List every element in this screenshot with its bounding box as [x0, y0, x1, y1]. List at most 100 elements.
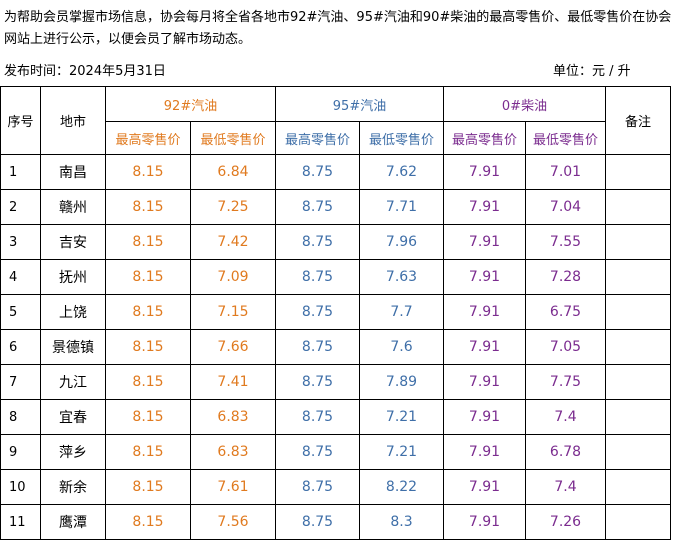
table-row: 2 赣州 8.15 7.25 8.75 7.71 7.91 7.04 — [0, 189, 671, 225]
cell-city: 萍乡 — [40, 434, 106, 470]
cell-gas92-min: 7.25 — [190, 189, 276, 225]
cell-index: 8 — [0, 399, 41, 435]
header-gas92: 92#汽油 — [105, 86, 276, 122]
cell-diesel0-max: 7.91 — [443, 224, 526, 260]
cell-gas92-min: 7.42 — [190, 224, 276, 260]
table-row: 1 南昌 8.15 6.84 8.75 7.62 7.91 7.01 — [0, 154, 671, 190]
cell-remark — [605, 504, 671, 540]
cell-diesel0-max: 7.91 — [443, 469, 526, 505]
cell-gas95-min: 7.6 — [359, 329, 444, 365]
cell-diesel0-max: 7.91 — [443, 504, 526, 540]
cell-remark — [605, 364, 671, 400]
price-table-body: 1 南昌 8.15 6.84 8.75 7.62 7.91 7.01 2 赣州 8.15 7.25 8.… — [0, 154, 671, 540]
cell-remark — [605, 189, 671, 225]
header-gas95-min: 最低零售价 — [359, 121, 444, 155]
cell-gas95-min: 7.63 — [359, 259, 444, 295]
table-row: 5 上饶 8.15 7.15 8.75 7.7 7.91 6.75 — [0, 294, 671, 330]
cell-index: 3 — [0, 224, 41, 260]
cell-city: 鹰潭 — [40, 504, 106, 540]
cell-diesel0-min: 6.78 — [525, 434, 606, 470]
cell-gas95-max: 8.75 — [275, 224, 360, 260]
cell-gas95-max: 8.75 — [275, 154, 360, 190]
cell-gas95-min: 8.22 — [359, 469, 444, 505]
cell-city: 景德镇 — [40, 329, 106, 365]
cell-gas95-min: 7.21 — [359, 434, 444, 470]
cell-index: 7 — [0, 364, 41, 400]
cell-city: 上饶 — [40, 294, 106, 330]
cell-index: 9 — [0, 434, 41, 470]
table-row: 6 景德镇 8.15 7.66 8.75 7.6 7.91 7.05 — [0, 329, 671, 365]
header-gas95-max: 最高零售价 — [275, 121, 360, 155]
cell-gas95-max: 8.75 — [275, 294, 360, 330]
cell-index: 4 — [0, 259, 41, 295]
cell-diesel0-min: 6.75 — [525, 294, 606, 330]
header-diesel0: 0#柴油 — [443, 86, 606, 122]
cell-gas95-max: 8.75 — [275, 259, 360, 295]
cell-remark — [605, 294, 671, 330]
header-index: 序号 — [0, 86, 41, 155]
cell-diesel0-max: 7.91 — [443, 259, 526, 295]
cell-gas95-max: 8.75 — [275, 434, 360, 470]
header-diesel0-min: 最低零售价 — [525, 121, 606, 155]
cell-diesel0-max: 7.91 — [443, 189, 526, 225]
cell-gas95-min: 7.62 — [359, 154, 444, 190]
unit-label: 单位：元 / 升 — [553, 64, 631, 79]
cell-diesel0-max: 7.91 — [443, 364, 526, 400]
cell-gas92-max: 8.15 — [105, 399, 191, 435]
cell-gas92-max: 8.15 — [105, 294, 191, 330]
cell-gas92-min: 7.41 — [190, 364, 276, 400]
cell-city: 南昌 — [40, 154, 106, 190]
cell-gas92-max: 8.15 — [105, 189, 191, 225]
cell-diesel0-min: 7.01 — [525, 154, 606, 190]
cell-diesel0-min: 7.4 — [525, 469, 606, 505]
cell-index: 10 — [0, 469, 41, 505]
cell-diesel0-max: 7.91 — [443, 154, 526, 190]
cell-diesel0-max: 7.91 — [443, 399, 526, 435]
cell-gas95-min: 7.71 — [359, 189, 444, 225]
cell-city: 吉安 — [40, 224, 106, 260]
header-gas92-min: 最低零售价 — [190, 121, 276, 155]
cell-city: 宜春 — [40, 399, 106, 435]
cell-diesel0-min: 7.75 — [525, 364, 606, 400]
cell-remark — [605, 399, 671, 435]
table-row: 11 鹰潭 8.15 7.56 8.75 8.3 7.91 7.26 — [0, 504, 671, 540]
table-row: 9 萍乡 8.15 6.83 8.75 7.21 7.91 6.78 — [0, 434, 671, 470]
header-gas92-max: 最高零售价 — [105, 121, 191, 155]
cell-index: 5 — [0, 294, 41, 330]
cell-gas95-min: 7.7 — [359, 294, 444, 330]
cell-gas95-min: 7.96 — [359, 224, 444, 260]
table-row: 7 九江 8.15 7.41 8.75 7.89 7.91 7.75 — [0, 364, 671, 400]
cell-gas95-max: 8.75 — [275, 364, 360, 400]
table-row: 8 宜春 8.15 6.83 8.75 7.21 7.91 7.4 — [0, 399, 671, 435]
cell-diesel0-min: 7.55 — [525, 224, 606, 260]
cell-gas95-max: 8.75 — [275, 469, 360, 505]
cell-diesel0-max: 7.91 — [443, 434, 526, 470]
cell-remark — [605, 434, 671, 470]
cell-diesel0-min: 7.04 — [525, 189, 606, 225]
cell-remark — [605, 224, 671, 260]
cell-index: 2 — [0, 189, 41, 225]
cell-remark — [605, 259, 671, 295]
cell-gas92-min: 7.66 — [190, 329, 276, 365]
cell-diesel0-min: 7.05 — [525, 329, 606, 365]
header-remark: 备注 — [605, 86, 671, 155]
cell-index: 11 — [0, 504, 41, 540]
cell-remark — [605, 329, 671, 365]
header-city: 地市 — [40, 86, 106, 155]
cell-gas92-max: 8.15 — [105, 364, 191, 400]
cell-city: 九江 — [40, 364, 106, 400]
cell-gas92-min: 7.09 — [190, 259, 276, 295]
cell-gas95-min: 7.21 — [359, 399, 444, 435]
cell-city: 抚州 — [40, 259, 106, 295]
cell-diesel0-min: 7.28 — [525, 259, 606, 295]
cell-gas95-max: 8.75 — [275, 189, 360, 225]
cell-diesel0-min: 7.26 — [525, 504, 606, 540]
cell-gas95-max: 8.75 — [275, 399, 360, 435]
cell-gas92-min: 7.61 — [190, 469, 276, 505]
publish-time: 发布时间：2024年5月31日 — [4, 64, 166, 79]
cell-gas92-min: 6.83 — [190, 434, 276, 470]
cell-gas92-max: 8.15 — [105, 504, 191, 540]
cell-gas92-min: 6.83 — [190, 399, 276, 435]
cell-gas95-min: 7.89 — [359, 364, 444, 400]
cell-gas92-max: 8.15 — [105, 224, 191, 260]
